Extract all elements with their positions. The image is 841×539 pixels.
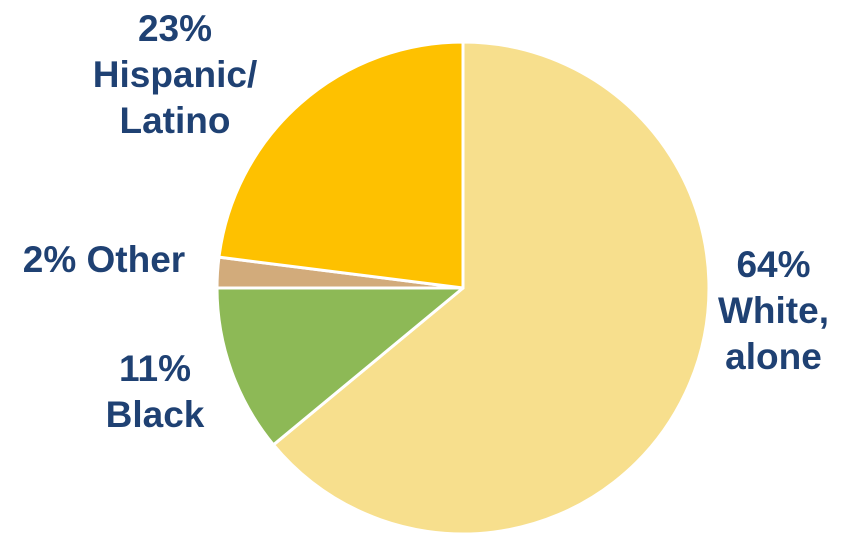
- pie-slice-black: [215, 286, 465, 447]
- slice-label-white: 64% White, alone: [706, 242, 841, 380]
- slice-label-hispanic-line2: Latino: [119, 100, 231, 141]
- slice-label-white-line2: alone: [725, 336, 822, 377]
- pie-slice-hispanic: [217, 40, 465, 290]
- slice-label-black-line1: Black: [105, 394, 205, 435]
- slice-label-hispanic-pct: 23%: [137, 8, 213, 49]
- pie-slices: [215, 40, 711, 536]
- slice-label-other: 2% Other: [6, 237, 202, 283]
- slice-label-black-pct: 11%: [118, 348, 191, 389]
- slice-label-hispanic: 23% Hispanic/ Latino: [70, 6, 280, 144]
- pie-slice-white: [271, 40, 711, 536]
- slice-label-other-line1: Other: [86, 239, 186, 280]
- slice-label-other-pct: 2%: [22, 239, 77, 280]
- slice-label-white-pct: 64%: [736, 244, 811, 285]
- slice-label-hispanic-line1: Hispanic/: [92, 54, 258, 95]
- slice-label-black: 11% Black: [70, 346, 240, 438]
- slice-label-white-line1: White,: [718, 290, 829, 331]
